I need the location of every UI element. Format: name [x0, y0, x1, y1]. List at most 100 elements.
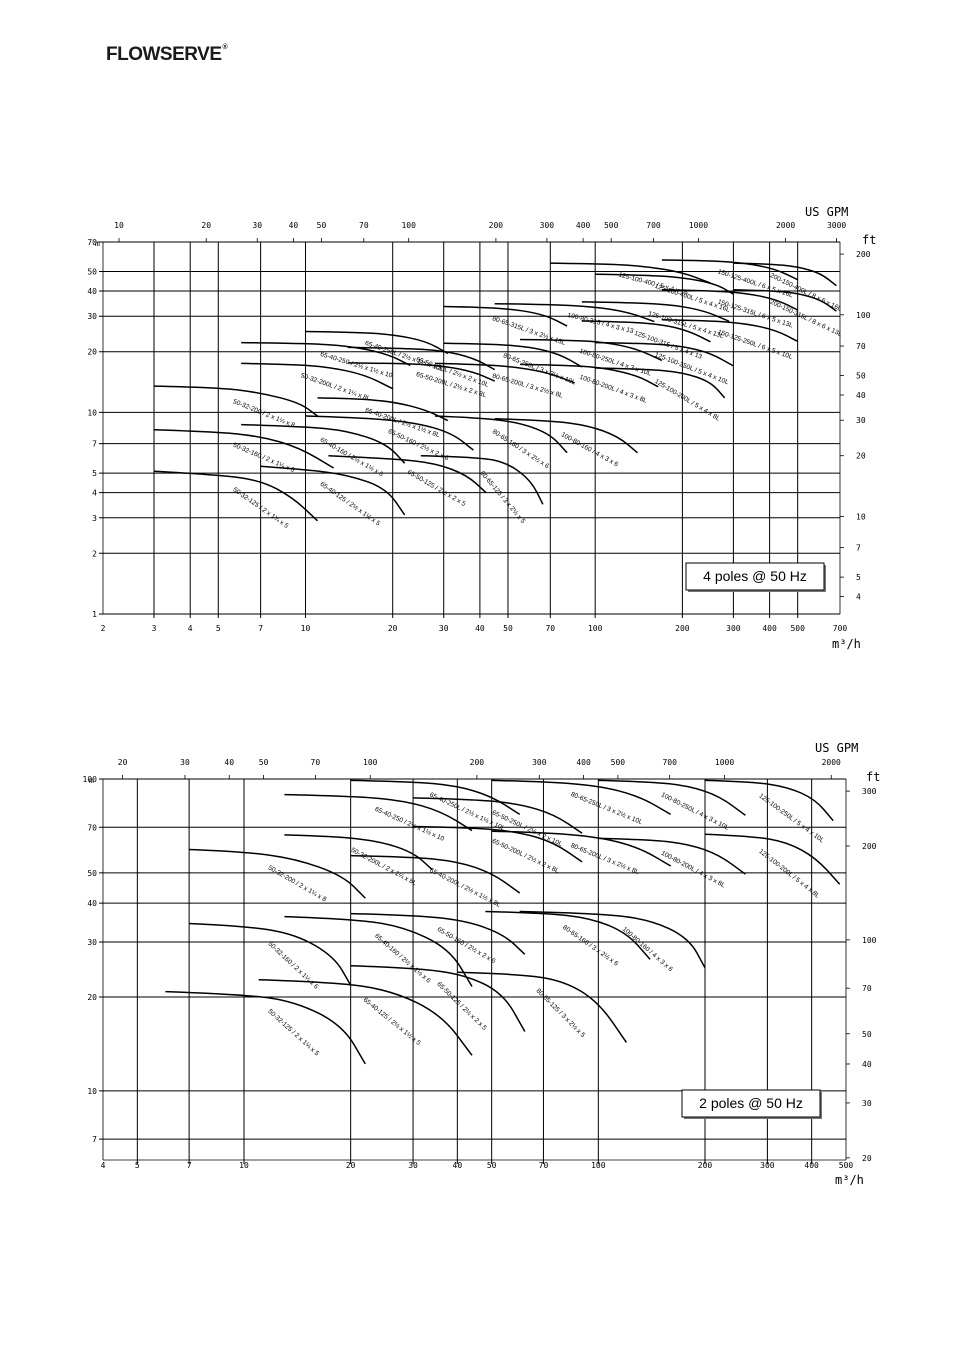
ft-tick-label: 200 [856, 250, 871, 259]
y-tick-label: 100 [83, 775, 98, 784]
title-badge [681, 1089, 821, 1118]
curve-label: 50-32-200 / 2 x 1¼ x 8 [267, 864, 328, 903]
pump-curve [598, 779, 746, 816]
x-tick-label: 3 [152, 624, 157, 633]
curve-label: 65-50-160 / 2½ x 2 x 6 [387, 427, 450, 462]
pump-curve [494, 417, 638, 454]
y-tick-label: 7 [92, 440, 97, 449]
ft-tick-label: 7 [856, 544, 861, 553]
pump-curve [189, 848, 366, 899]
curve-label: 100-80-160 / 4 x 3 x 6 [560, 431, 620, 468]
m-unit-label: m [89, 776, 94, 785]
y-tick-label: 10 [87, 408, 97, 417]
gpm-tick-label: 1000 [689, 221, 708, 230]
plot-4-poles: 2 3 4 5 7 10 20 30 40 50 70 100 200 300 400 500 70012345… [87, 205, 876, 651]
pump-curve [595, 341, 734, 367]
plot-2-poles: 4 5 7 10 20 30 40 50 70 100 200 300 400 500 7 10 20 30 40 5… [83, 741, 881, 1187]
x-tick-label: 7 [187, 1161, 192, 1170]
curve-label: 100-80-250L / 4 x 3 x 10L [579, 348, 653, 378]
x-tick-label: 70 [545, 624, 555, 633]
x-tick-label: 200 [698, 1161, 713, 1170]
pump-curve [350, 964, 526, 1032]
ft-tick-label: 40 [856, 391, 866, 400]
y-tick-label: 20 [87, 348, 97, 357]
curve-label: 65-50-125 / 2½ x 2 x 5 [406, 468, 467, 508]
pump-curve [733, 288, 837, 312]
x-tick-label: 50 [503, 624, 513, 633]
pump-curve [305, 415, 474, 451]
curve-label: 80-65-315L / 3 x 2½ x 13L [491, 314, 566, 347]
gpm-tick-label: 100 [363, 758, 378, 767]
x-tick-label: 50 [487, 1161, 497, 1170]
pump-curve [258, 979, 473, 1056]
x-tick-label: 300 [726, 624, 741, 633]
pump-curve [241, 362, 394, 390]
gpm-tick-label: 2000 [822, 758, 841, 767]
ft-tick-label: 200 [862, 842, 877, 851]
gpm-tick-label: 40 [289, 221, 299, 230]
pump-curve [305, 330, 449, 355]
pump-curve [485, 910, 651, 960]
curve-label: 80-65-125 / 3 x 2½ x 5 [535, 987, 588, 1040]
title-badge [685, 562, 825, 591]
curve-label: 80-65-200L / 3 x 2½ x 8L [570, 841, 641, 876]
y-tick-label: 1 [92, 610, 97, 619]
x-tick-label: 2 [101, 624, 106, 633]
ft-tick-label: 70 [856, 342, 866, 351]
pump-curve [153, 385, 318, 417]
pump-curve [350, 854, 521, 894]
gpm-tick-label: 500 [611, 758, 626, 767]
y-tick-label: 40 [87, 287, 97, 296]
x-tick-label: 500 [839, 1161, 854, 1170]
pump-curve [241, 341, 411, 367]
gpm-tick-label: 70 [359, 221, 369, 230]
pump-curve [350, 912, 526, 955]
x-tick-label: 4 [188, 624, 193, 633]
pump-curve [661, 319, 799, 343]
curve-label: 100-80-160 / 4 x 3 x 6 [621, 926, 674, 974]
gpm-tick-label: 500 [604, 221, 619, 230]
m3h-unit-label: m³/h [832, 637, 861, 651]
pump-curve [550, 262, 711, 284]
ft-tick-label: 50 [856, 371, 866, 380]
y-tick-label: 3 [92, 514, 97, 523]
pump-curve [413, 797, 583, 834]
flowserve-logo: FLOWSERVE® [106, 44, 228, 65]
x-tick-label: 100 [591, 1161, 606, 1170]
ft-tick-label: 30 [862, 1099, 872, 1108]
curve-label: 80-65-160 / 3 x 2½ x 6 [491, 428, 551, 471]
pump-curve [284, 834, 433, 871]
curve-label: 50-32-160 / 2 x 1¼ x 6 [232, 442, 296, 474]
pump-curve [494, 302, 655, 323]
gpm-tick-label: 70 [311, 758, 321, 767]
ft-tick-label: 100 [862, 936, 877, 945]
x-tick-label: 700 [833, 624, 848, 633]
pump-curve [598, 837, 746, 875]
gpm-tick-label: 20 [201, 221, 211, 230]
y-tick-label: 30 [87, 312, 97, 321]
y-tick-label: 70 [87, 823, 97, 832]
pump-curve [153, 429, 334, 469]
y-tick-label: 10 [87, 1087, 97, 1096]
gpm-tick-label: 50 [259, 758, 269, 767]
pump-curve [457, 971, 628, 1043]
ft-tick-label: 20 [856, 452, 866, 461]
ft-tick-label: 4 [856, 593, 861, 602]
curve-label: 65-40-125 / 2½ x 1½ x 5 [319, 480, 382, 528]
ft-tick-label: 100 [856, 311, 871, 320]
y-tick-label: 70 [87, 238, 97, 247]
ft-tick-label: 40 [862, 1060, 872, 1069]
x-tick-label: 30 [408, 1161, 418, 1170]
pump-curve [443, 342, 583, 368]
gpm-tick-label: 100 [401, 221, 416, 230]
ft-tick-label: 20 [862, 1154, 872, 1163]
pump-curve [260, 465, 406, 516]
curve-label: 65-40-250 / 2½ x 1½ x 10 [319, 350, 394, 380]
x-tick-label: 40 [475, 624, 485, 633]
gpm-tick-label: 40 [224, 758, 234, 767]
gpm-tick-label: 1000 [715, 758, 734, 767]
pump-curve [347, 346, 496, 371]
pump-curve [434, 362, 575, 384]
x-tick-label: 10 [301, 624, 311, 633]
